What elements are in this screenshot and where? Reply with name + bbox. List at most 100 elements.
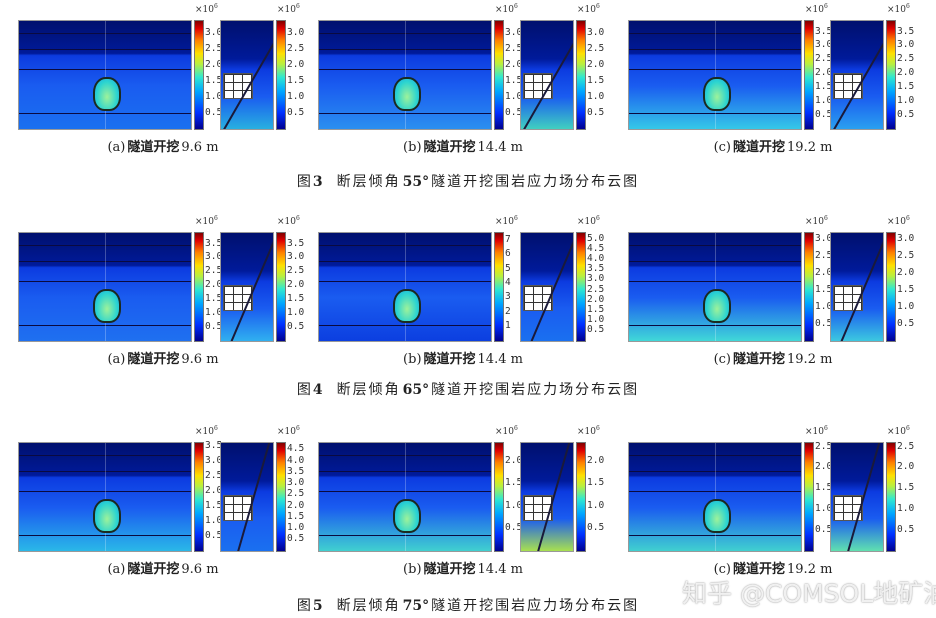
colorbar-tick-label: 2.0 [505, 454, 523, 466]
colorbar-main [494, 232, 504, 342]
strata-boundary [629, 33, 801, 34]
strata-boundary [629, 69, 801, 70]
strata-boundary [319, 471, 491, 472]
figure-4-caption: 图4 断层倾角 65° 隧道开挖围岩应力场分布云图 [0, 382, 936, 399]
exponent-base: ×10 [805, 427, 824, 437]
strata-boundary [629, 245, 801, 246]
figure-4-panel-b: ×106 7 6 5 4 3 2 1 ×106 5.0 4.5 4.0 3.5 3.0 2.5 2.0 1.5 1… [318, 216, 608, 374]
colorbar-tick-label: 1.5 [205, 74, 223, 86]
colorbar-tick-label: 1.0 [815, 94, 833, 106]
exponent-power: 6 [596, 3, 600, 10]
colorbar-main [804, 442, 814, 552]
tunnel-axis-line [405, 233, 406, 341]
colorbar-tick-label: 0.5 [287, 320, 305, 332]
colorbar-tick-label: 1.5 [815, 80, 833, 92]
colorbar-tick-label: 3.5 [815, 25, 833, 37]
colorbar-tick-label: 1.0 [287, 90, 305, 102]
exponent-base: ×10 [495, 5, 514, 15]
colorbar-tick-label: 1.5 [815, 283, 833, 295]
stress-contour-detail [830, 20, 884, 130]
panel-distance: 19.2 m [787, 352, 833, 367]
stress-contour-main [628, 442, 802, 552]
colorbar-tick-label: 2.5 [815, 440, 833, 452]
colorbar-tick-label: 2.5 [815, 53, 833, 65]
colorbar-detail [276, 20, 286, 130]
colorbar-tick-label: 3.0 [205, 454, 223, 466]
colorbar-tick-label: 3.0 [287, 477, 305, 488]
colorbar-exponent: ×106 [195, 4, 218, 16]
colorbar-tick-label: 1.0 [815, 502, 833, 514]
colorbar-tick-label: 1.5 [205, 292, 223, 304]
stress-contour-detail [520, 232, 574, 342]
colorbar-tick-label: 3 [505, 291, 511, 303]
exponent-base: ×10 [277, 5, 296, 15]
colorbar-tick-label: 2.5 [897, 440, 915, 452]
tunnel-axis-line [715, 21, 716, 129]
strata-boundary [629, 491, 801, 492]
exponent-power: 6 [596, 215, 600, 222]
exponent-power: 6 [214, 425, 218, 432]
tunnel-axis-line [715, 443, 716, 551]
strata-boundary [629, 281, 801, 282]
panel-caption: (c) 隧道开挖 19.2 m [628, 352, 918, 368]
panel-tag: (c) [713, 352, 731, 367]
colorbar-tick-label: 2.0 [287, 279, 305, 291]
tunnel-section [703, 289, 731, 323]
exponent-power: 6 [906, 3, 910, 10]
panel-caption: (a) 隧道开挖 9.6 m [18, 562, 308, 578]
colorbar-tick-label: 3.0 [587, 273, 605, 285]
colorbar-tick-label: 3.0 [205, 251, 223, 263]
figure-title-prefix: 断层倾角 [336, 382, 401, 398]
figure-4-panel-c: ×106 3.0 2.5 2.0 1.5 1.0 0.5 ×106 3.0 2.5 2.0 1.5 1.… [628, 216, 918, 374]
colorbar-tick-label: 1.5 [897, 482, 915, 494]
stress-contour-detail [520, 442, 574, 552]
figure-3-panel-c: ×106 3.5 3.0 2.5 2.0 1.5 1.0 0.5 ×106 3.5 3.0 2.5 2.… [628, 4, 918, 162]
colorbar-tick-label: 2.0 [897, 461, 915, 473]
colorbar-tick-label: 3.0 [287, 251, 305, 263]
strata-boundary [19, 69, 191, 70]
colorbar-exponent: ×106 [887, 216, 910, 228]
exponent-base: ×10 [577, 427, 596, 437]
stress-contour-detail [220, 20, 274, 130]
tunnel-section [393, 289, 421, 323]
colorbar-tick-label: 3.5 [897, 25, 915, 37]
figure-3-panel-b: ×106 3.0 2.5 2.0 1.5 1.0 0.5 ×106 3.0 2.5 2.0 1.5 1.… [318, 4, 608, 162]
colorbar-tick-label: 0.5 [587, 324, 605, 336]
figure-number: 4 [312, 382, 323, 398]
colorbar-tick-label: 2 [505, 305, 511, 317]
colorbar-tick-label: 3.0 [505, 27, 523, 39]
colorbar-main [804, 232, 814, 342]
colorbar-tick-label: 1.0 [287, 522, 305, 533]
tunnel-axis-line [105, 443, 106, 551]
colorbar-tick-label: 2.5 [815, 250, 833, 262]
strata-boundary [319, 491, 491, 492]
strata-boundary [629, 535, 801, 536]
panel-caption: (a) 隧道开挖 9.6 m [18, 352, 308, 368]
exponent-base: ×10 [495, 217, 514, 227]
tunnel-axis-line [105, 233, 106, 341]
strata-boundary [19, 325, 191, 326]
colorbar-main [194, 232, 204, 342]
exponent-base: ×10 [805, 217, 824, 227]
colorbar-tick-label: 0.5 [587, 522, 605, 533]
figure-number: 3 [312, 174, 323, 190]
exponent-base: ×10 [887, 5, 906, 15]
colorbar-tick-label: 2.5 [205, 265, 223, 277]
colorbar-tick-label: 2.0 [897, 267, 915, 278]
colorbar-tick-label: 4.0 [287, 454, 305, 466]
strata-boundary [19, 491, 191, 492]
colorbar-tick-label: 4 [505, 276, 511, 288]
colorbar-detail [276, 442, 286, 552]
tunnel-section [93, 77, 121, 111]
colorbar-tick-label: 4.5 [587, 242, 605, 254]
figure-5-caption: 图5 断层倾角 75° 隧道开挖围岩应力场分布云图 [0, 598, 936, 615]
colorbar-tick-label: 1.0 [897, 94, 915, 106]
colorbar-tick-label: 1.5 [287, 292, 305, 304]
colorbar-exponent: ×106 [277, 216, 300, 228]
exponent-base: ×10 [277, 217, 296, 227]
stress-contour-main [18, 20, 192, 130]
tunnel-section [93, 289, 121, 323]
figure-label: 图 [296, 382, 313, 398]
excavation-mesh [833, 495, 863, 521]
colorbar-tick-label: 0.5 [587, 106, 605, 118]
